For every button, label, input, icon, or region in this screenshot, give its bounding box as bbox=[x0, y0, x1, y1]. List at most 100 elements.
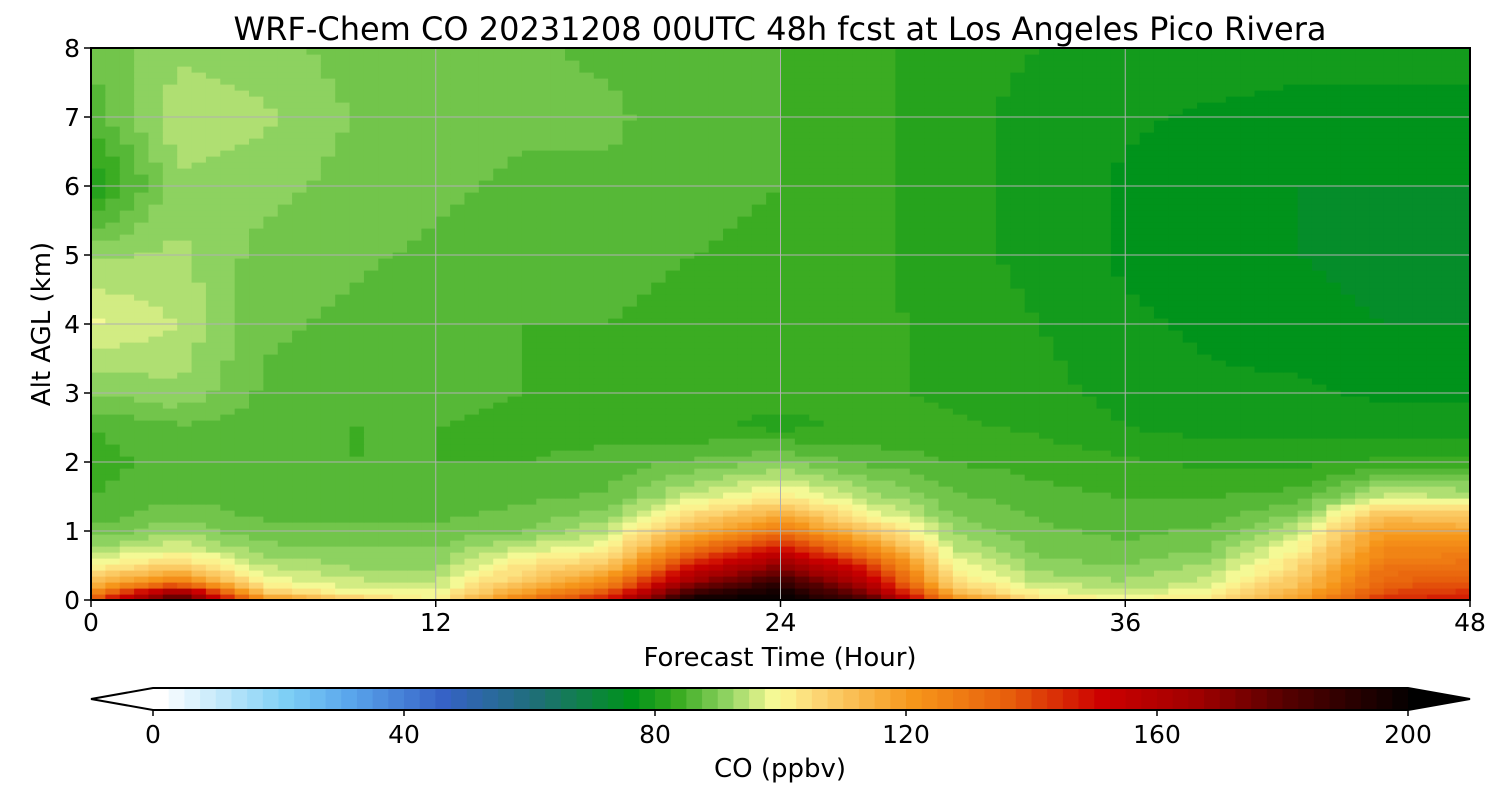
contour-cell bbox=[1398, 468, 1414, 475]
contour-cell bbox=[162, 540, 178, 547]
contour-cell bbox=[622, 522, 638, 529]
contour-cell bbox=[1225, 510, 1241, 517]
contour-cell bbox=[1153, 576, 1169, 583]
contour-cell bbox=[91, 294, 106, 301]
contour-cell bbox=[550, 366, 566, 373]
contour-cell bbox=[407, 288, 422, 295]
contour-cell bbox=[579, 588, 595, 595]
contour-cell bbox=[220, 420, 236, 427]
contour-cell bbox=[1010, 576, 1026, 583]
contour-cell bbox=[809, 558, 825, 565]
contour-cell bbox=[1168, 420, 1184, 427]
contour-cell bbox=[995, 372, 1011, 379]
contour-cell bbox=[105, 546, 121, 553]
contour-cell bbox=[478, 300, 494, 307]
contour-cell bbox=[809, 516, 825, 523]
contour-cell bbox=[1053, 516, 1069, 523]
contour-cell bbox=[363, 450, 379, 457]
contour-cell bbox=[881, 360, 897, 367]
contour-cell bbox=[335, 540, 351, 547]
contour-cell bbox=[421, 450, 437, 457]
contour-cell bbox=[349, 474, 365, 481]
contour-cell bbox=[593, 492, 609, 499]
contour-cell bbox=[651, 480, 667, 487]
contour-cell bbox=[1254, 408, 1270, 415]
contour-cell bbox=[622, 564, 638, 571]
contour-cell bbox=[1096, 570, 1112, 577]
contour-cell bbox=[177, 534, 193, 541]
contour-cell bbox=[392, 360, 408, 367]
contour-cell bbox=[378, 570, 394, 577]
contour-cell bbox=[895, 534, 911, 541]
contour-cell bbox=[536, 426, 552, 433]
contour-cell bbox=[708, 570, 724, 577]
contour-cell bbox=[335, 300, 351, 307]
contour-cell bbox=[651, 342, 667, 349]
contour-cell bbox=[665, 540, 681, 547]
contour-cell bbox=[1355, 408, 1371, 415]
contour-cell bbox=[651, 474, 667, 481]
contour-cell bbox=[1311, 588, 1327, 595]
contour-cell bbox=[1053, 504, 1069, 511]
contour-cell bbox=[119, 336, 135, 343]
contour-cell bbox=[665, 414, 681, 421]
contour-cell bbox=[493, 318, 509, 325]
contour-cell bbox=[608, 414, 624, 421]
contour-cell bbox=[1412, 564, 1428, 571]
contour-cell bbox=[1283, 486, 1299, 493]
contour-cell bbox=[1412, 354, 1428, 361]
contour-cell bbox=[751, 492, 767, 499]
contour-cell bbox=[1010, 414, 1026, 421]
contour-cell bbox=[967, 480, 983, 487]
contour-cell bbox=[579, 288, 595, 295]
contour-cell bbox=[1426, 330, 1442, 337]
contour-cell bbox=[162, 510, 178, 517]
contour-cell bbox=[292, 540, 308, 547]
contour-cell bbox=[478, 408, 494, 415]
contour-cell bbox=[1110, 468, 1126, 475]
contour-cell bbox=[392, 570, 408, 577]
contour-cell bbox=[1398, 318, 1414, 325]
contour-cell bbox=[1211, 300, 1227, 307]
contour-cell bbox=[1254, 474, 1270, 481]
contour-cell bbox=[809, 462, 825, 469]
contour-cell bbox=[1369, 330, 1385, 337]
contour-cell bbox=[1412, 384, 1428, 391]
contour-cell bbox=[1326, 576, 1342, 583]
contour-cell bbox=[608, 450, 624, 457]
contour-cell bbox=[852, 312, 868, 319]
contour-cell bbox=[852, 522, 868, 529]
contour-cell bbox=[450, 498, 466, 505]
contour-cell bbox=[593, 318, 609, 325]
contour-cell bbox=[335, 366, 351, 373]
contour-cell bbox=[909, 432, 925, 439]
contour-cell bbox=[378, 456, 394, 463]
contour-cell bbox=[1067, 444, 1083, 451]
contour-cell bbox=[881, 474, 897, 481]
contour-cell bbox=[421, 366, 437, 373]
contour-cell bbox=[737, 348, 753, 355]
contour-cell bbox=[967, 348, 983, 355]
contour-cell bbox=[938, 474, 954, 481]
contour-cell bbox=[967, 498, 983, 505]
contour-cell bbox=[1182, 582, 1198, 589]
contour-cell bbox=[220, 414, 236, 421]
contour-cell bbox=[694, 306, 710, 313]
contour-cell bbox=[866, 438, 882, 445]
contour-cell bbox=[1024, 288, 1040, 295]
contour-cell bbox=[1125, 546, 1141, 553]
contour-cell bbox=[809, 312, 825, 319]
contour-cell bbox=[191, 516, 207, 523]
contour-cell bbox=[277, 360, 293, 367]
contour-cell bbox=[1326, 378, 1342, 385]
contour-cell bbox=[234, 360, 250, 367]
contour-cell bbox=[349, 570, 365, 577]
contour-cell bbox=[349, 402, 365, 409]
contour-cell bbox=[435, 414, 451, 421]
contour-cell bbox=[1067, 534, 1083, 541]
contour-cell bbox=[579, 492, 595, 499]
contour-cell bbox=[464, 330, 480, 337]
contour-cell bbox=[809, 384, 825, 391]
contour-cell bbox=[536, 348, 552, 355]
contour-cell bbox=[1254, 456, 1270, 463]
